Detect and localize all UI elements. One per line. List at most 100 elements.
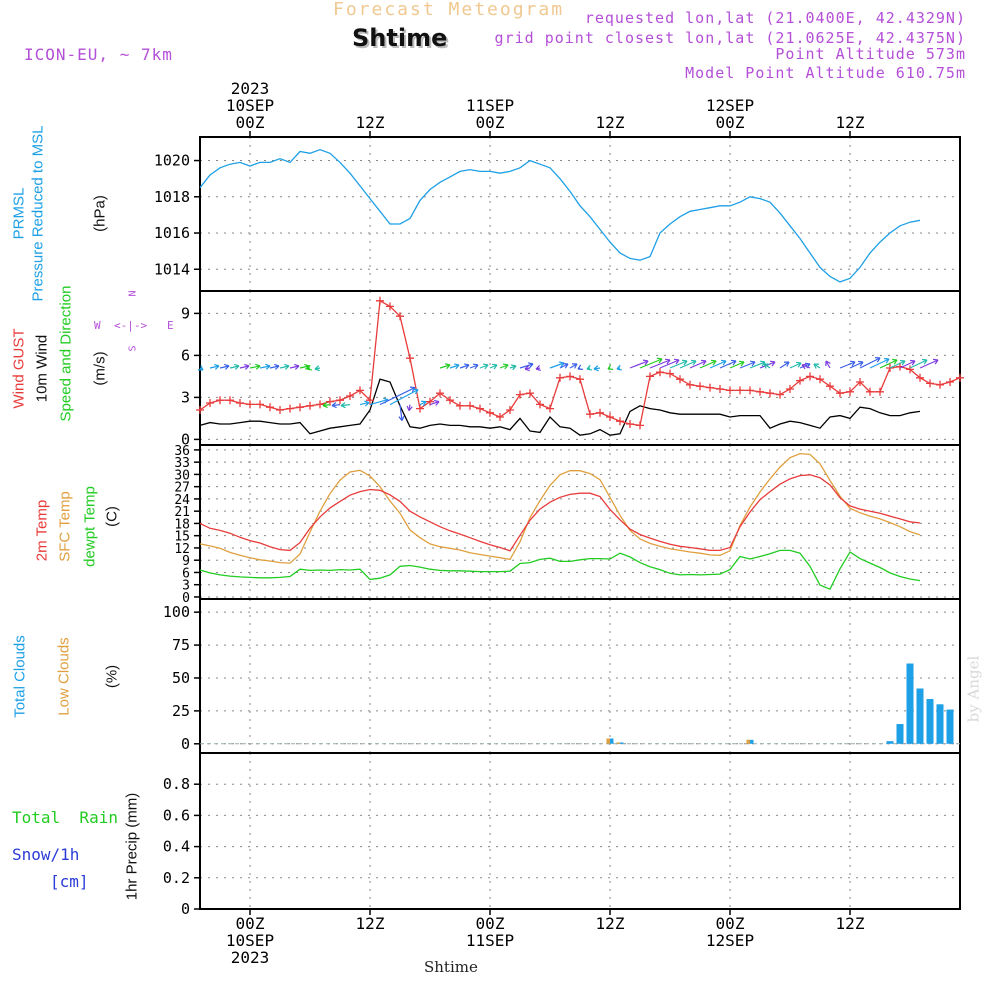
wind-arrow-head <box>274 363 280 370</box>
wind-gust-marker <box>466 401 474 410</box>
bottom-time-label: 12Z <box>836 914 865 933</box>
wind-direction-arrow <box>549 362 565 369</box>
y-tick-label: 30 <box>174 468 190 483</box>
wind-arrow-head <box>340 402 346 409</box>
wind-gust-marker <box>646 372 654 381</box>
panel-frame <box>199 752 961 910</box>
top-time-label: 00Z <box>716 113 745 132</box>
wind-gust-marker <box>246 400 254 409</box>
wind-arrow-head <box>314 365 320 372</box>
wind-arrow-head <box>577 364 584 370</box>
top-time-label: 12Z <box>836 113 865 132</box>
wind-gust-marker <box>536 400 544 409</box>
wind-arrow-head <box>616 364 623 371</box>
total-cloud-bar <box>936 704 944 744</box>
wind-gust-marker <box>196 406 204 414</box>
wind-gust-marker <box>306 401 314 410</box>
wind-arrow-head <box>420 400 427 407</box>
wind-direction-arrow <box>379 387 416 406</box>
chart-title: Forecast Meteogram <box>333 0 565 20</box>
wind-gust-marker <box>806 372 814 381</box>
wind-arrow-head <box>801 363 808 370</box>
wind-gust-marker <box>916 373 924 382</box>
footer-location: Shtime <box>424 958 478 976</box>
wind-10m-line <box>199 378 921 436</box>
top-time-label: 11SEP <box>466 96 514 115</box>
wind-gust-marker <box>396 312 404 321</box>
model-point-altitude: Model Point Altitude 610.75m <box>685 64 966 82</box>
wind-gust-marker <box>366 396 374 405</box>
wind-direction-arrow <box>759 361 776 369</box>
total-cloud-bar <box>946 709 954 744</box>
wind-arrow-head <box>412 388 419 395</box>
wind-direction-arrow <box>449 364 460 369</box>
wind-gust-marker <box>906 365 914 374</box>
wind-arrow-head <box>720 359 727 366</box>
wind-gust-marker <box>516 390 524 399</box>
bottom-time-label: 10SEP <box>226 931 274 950</box>
y-tick-label: 1016 <box>154 224 190 242</box>
wind-arrow-head <box>710 359 717 366</box>
point-altitude: Point Altitude 573m <box>775 45 966 63</box>
wind-direction-arrow <box>249 365 261 369</box>
wind-direction-arrow <box>429 401 440 406</box>
wind-gust-marker <box>876 387 884 396</box>
wind-gust-marker <box>956 373 964 382</box>
wind-arrow-head <box>524 365 530 372</box>
total-cloud-bar <box>906 663 914 744</box>
temp-2m-line <box>199 474 921 552</box>
wind-arrow-head <box>528 362 534 369</box>
wind-direction-arrow <box>689 360 707 369</box>
wind-direction-arrow <box>825 360 831 369</box>
wind-arrow-head <box>681 359 688 366</box>
y-tick-label: 0 <box>182 591 190 606</box>
y-tick-label: 18 <box>174 517 190 532</box>
wind-gust-marker <box>296 403 304 412</box>
wind-direction-arrow <box>919 359 939 369</box>
y-tick-label: 12 <box>174 542 190 557</box>
wind-gust-marker <box>416 404 424 413</box>
wind-arrow-head <box>364 400 370 407</box>
wind-gust-marker <box>546 404 554 413</box>
wind-arrow-head <box>491 363 498 370</box>
y-tick-label: 0.8 <box>163 775 190 793</box>
wind-direction-arrow <box>469 364 479 369</box>
wind-arrow-head <box>593 365 599 372</box>
wind-gust-marker <box>276 406 284 414</box>
total-cloud-bar <box>896 724 904 744</box>
wind-direction-arrow <box>499 364 509 369</box>
y-tick-label: 0 <box>181 430 190 448</box>
wind-arrow-head <box>763 363 770 369</box>
wind-direction-arrow <box>749 361 766 369</box>
y-tick-label: 0.4 <box>163 838 190 856</box>
wind-gust-marker <box>566 372 574 381</box>
wind-gust-marker <box>696 382 704 391</box>
y-tick-label: 75 <box>172 636 190 654</box>
wind-arrow-head <box>642 359 649 366</box>
wind-arrow-head <box>883 357 890 364</box>
low-cloud-bar <box>616 742 620 744</box>
y-tick-label: 3 <box>182 579 190 594</box>
compass-w: W <box>94 319 101 332</box>
y-tick-label: 3 <box>181 388 190 406</box>
wind-arrow-head <box>214 363 220 370</box>
wind-gust-marker <box>486 408 494 417</box>
wind-gust-marker <box>826 382 834 391</box>
panel-frame <box>199 598 961 754</box>
wind-direction-arrow <box>899 360 916 369</box>
wind-gust-marker <box>666 369 674 378</box>
wind-arrow-head <box>874 357 881 363</box>
wind-arrow-head <box>849 360 856 367</box>
wind-direction-arrow <box>259 365 271 369</box>
wind-arrow-head <box>909 359 916 366</box>
bottom-time-label: 12Z <box>356 914 385 933</box>
wind-arrow-head <box>700 359 707 366</box>
bottom-time-label: 11SEP <box>466 931 514 950</box>
wind-arrow-head <box>535 365 541 372</box>
y-tick-label: 9 <box>181 304 190 322</box>
wind-gust-marker <box>356 386 364 395</box>
total-cloud-bar <box>886 741 894 744</box>
wind-direction-arrow <box>0 0 940 368</box>
wind-gust-marker <box>496 413 504 421</box>
wind-arrow-head <box>857 360 864 367</box>
